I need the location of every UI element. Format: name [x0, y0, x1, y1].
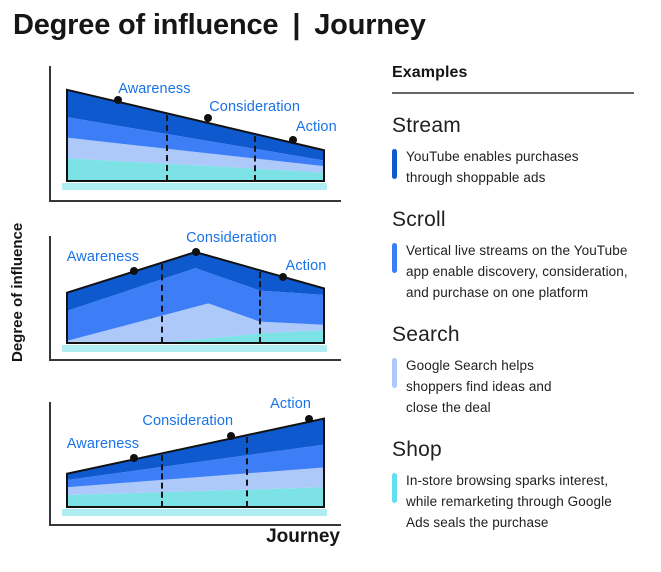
journey-outline — [67, 252, 324, 343]
stacked-area-svg — [67, 403, 324, 507]
journey-outline — [67, 419, 324, 507]
description-line: Google Search helps — [406, 358, 534, 373]
examples-heading: Examples — [392, 64, 468, 81]
stage-label-action: Action — [270, 396, 312, 413]
stage-divider-dashed-line — [253, 135, 256, 181]
stage-dot-awareness — [114, 96, 123, 105]
stage-dot-consideration — [204, 114, 213, 123]
band-search — [67, 467, 324, 496]
title-left: Degree of influence — [13, 9, 279, 41]
band-shop — [67, 487, 324, 507]
stage-label-consideration: Consideration — [186, 230, 277, 247]
section-description-text: Vertical live streams on the YouTube app … — [406, 240, 628, 303]
section-heading: Stream — [392, 114, 461, 137]
example-section-stream: Stream YouTube enables purchases through s… — [392, 114, 634, 188]
stream-color-bar — [392, 149, 397, 179]
section-description-text: YouTube enables purchases through shoppab… — [406, 146, 579, 188]
description-line: close the deal — [406, 400, 491, 415]
x-axis-line — [49, 200, 341, 202]
stage-dot-awareness — [129, 454, 138, 463]
chart-shadow — [62, 183, 327, 190]
stage-dot-awareness — [129, 267, 138, 276]
stage-dot-action — [289, 135, 298, 144]
stage-dot-action — [304, 414, 313, 423]
section-heading: Scroll — [392, 208, 446, 231]
stage-label-awareness: Awareness — [66, 435, 140, 452]
title-separator: | — [292, 9, 301, 41]
section-description: In-store browsing sparks interest, while … — [392, 470, 634, 533]
stage-divider-dashed-line — [161, 454, 164, 507]
examples-panel: Examples Stream YouTube enables purchases… — [392, 64, 634, 533]
stage-label-action: Action — [285, 257, 327, 274]
stage-divider-dashed-line — [245, 436, 248, 507]
stacked-area-svg — [67, 67, 324, 181]
description-line: while remarketing through Google — [406, 494, 612, 509]
stage-divider-dashed-line — [161, 264, 164, 343]
page-title: Degree of influence | Journey — [13, 9, 426, 42]
stage-dot-action — [278, 272, 287, 281]
section-heading: Shop — [392, 438, 442, 461]
stage-dot-consideration — [191, 248, 200, 257]
section-description: Google Search helps shoppers find ideas a… — [392, 355, 634, 418]
band-stream — [67, 418, 324, 480]
description-line: and purchase on one platform — [406, 285, 589, 300]
chart-peak-consideration: Awareness Consideration Action — [62, 230, 327, 352]
stage-divider-dashed-line — [258, 271, 261, 343]
section-description-text: Google Search helps shoppers find ideas a… — [406, 355, 552, 418]
band-search — [67, 137, 324, 173]
y-axis-line — [49, 402, 51, 526]
description-line: Vertical live streams on the YouTube — [406, 243, 628, 258]
example-section-scroll: Scroll Vertical live streams on the YouTu… — [392, 208, 634, 303]
stage-label-awareness: Awareness — [66, 249, 140, 266]
y-axis-line — [49, 236, 51, 361]
journey-outline — [67, 90, 324, 181]
band-shop — [67, 158, 324, 181]
x-axis-line — [49, 359, 341, 361]
chart-rising-influence: Awareness Consideration Action — [62, 396, 327, 516]
stage-label-action: Action — [295, 119, 337, 136]
chart-declining-influence: Awareness Consideration Action — [62, 67, 337, 190]
section-heading: Search — [392, 323, 460, 346]
x-axis-line — [49, 524, 341, 526]
stage-label-awareness: Awareness — [118, 80, 191, 97]
band-scroll — [67, 444, 324, 488]
scroll-color-bar — [392, 243, 397, 273]
y-axis-line — [49, 66, 51, 202]
examples-sections: Stream YouTube enables purchases through s… — [392, 114, 634, 533]
stage-label-consideration: Consideration — [142, 412, 234, 429]
y-axis-label: Degree of influence — [9, 222, 26, 362]
examples-divider — [392, 92, 634, 94]
description-line: YouTube enables purchases — [406, 149, 579, 164]
section-description: YouTube enables purchases through shoppab… — [392, 146, 634, 188]
description-line: In-store browsing sparks interest, — [406, 473, 609, 488]
stage-divider-dashed-line — [166, 115, 169, 181]
example-section-shop: Shop In-store browsing sparks interest, wh… — [392, 438, 634, 533]
title-right: Journey — [314, 9, 426, 41]
description-line: Ads seals the purchase — [406, 515, 549, 530]
band-scroll — [67, 268, 324, 341]
shop-color-bar — [392, 473, 397, 503]
stage-label-consideration: Consideration — [209, 98, 300, 115]
description-line: app enable discovery, consideration, — [406, 264, 628, 279]
section-description-text: In-store browsing sparks interest, while … — [406, 470, 612, 533]
chart-shadow — [62, 345, 327, 352]
section-description: Vertical live streams on the YouTube app … — [392, 240, 634, 303]
band-stream — [67, 89, 324, 161]
band-scroll — [67, 117, 324, 167]
x-axis-label: Journey — [266, 526, 340, 547]
example-section-search: Search Google Search helps shoppers find i… — [392, 323, 634, 418]
stage-dot-consideration — [227, 432, 236, 441]
search-color-bar — [392, 358, 397, 388]
band-stream — [67, 252, 324, 311]
description-line: shoppers find ideas and — [406, 379, 552, 394]
chart-shadow — [62, 509, 327, 516]
description-line: through shoppable ads — [406, 170, 546, 185]
